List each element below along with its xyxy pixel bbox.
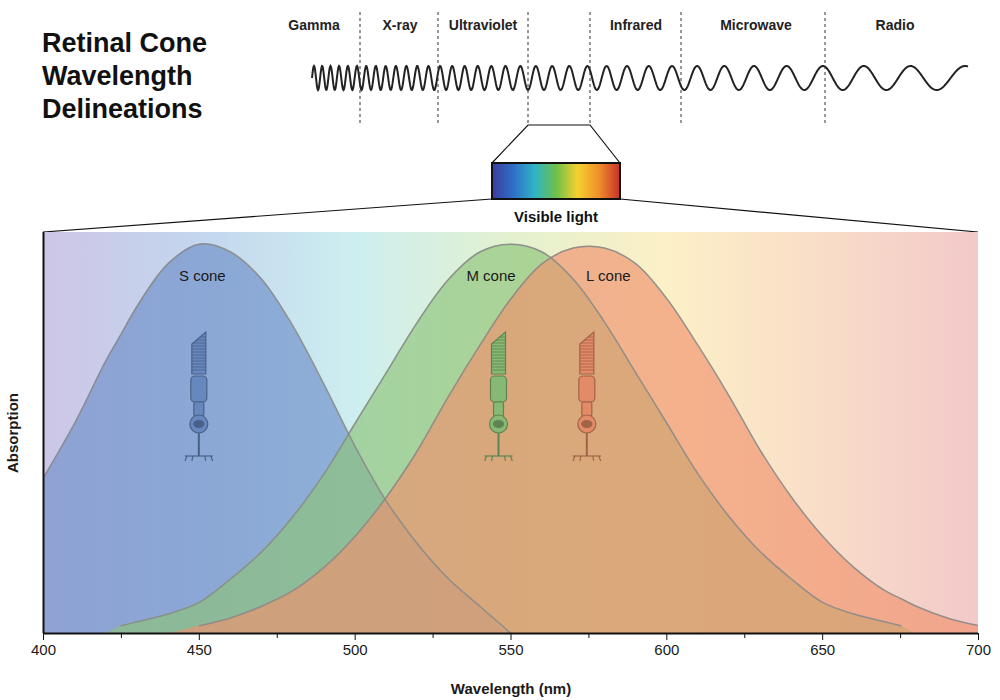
svg-text:550: 550: [498, 641, 523, 658]
svg-text:Gamma: Gamma: [288, 17, 340, 33]
svg-text:700: 700: [966, 641, 991, 658]
svg-text:Retinal Cone: Retinal Cone: [42, 28, 207, 58]
svg-text:650: 650: [810, 641, 835, 658]
svg-text:X-ray: X-ray: [382, 17, 417, 33]
svg-text:600: 600: [654, 641, 679, 658]
svg-text:Visible light: Visible light: [514, 208, 598, 225]
svg-text:M cone: M cone: [466, 267, 515, 284]
svg-text:500: 500: [343, 641, 368, 658]
svg-text:Wavelength: Wavelength: [42, 61, 193, 91]
svg-text:Ultraviolet: Ultraviolet: [449, 17, 518, 33]
svg-text:L cone: L cone: [586, 267, 630, 284]
svg-text:Infrared: Infrared: [610, 17, 662, 33]
svg-text:400: 400: [31, 641, 56, 658]
svg-text:Delineations: Delineations: [42, 94, 203, 124]
svg-text:450: 450: [187, 641, 212, 658]
svg-text:Radio: Radio: [876, 17, 915, 33]
svg-text:S cone: S cone: [179, 267, 226, 284]
svg-text:Microwave: Microwave: [720, 17, 792, 33]
svg-text:Absorption: Absorption: [4, 393, 21, 473]
svg-text:Wavelength (nm): Wavelength (nm): [451, 680, 571, 697]
